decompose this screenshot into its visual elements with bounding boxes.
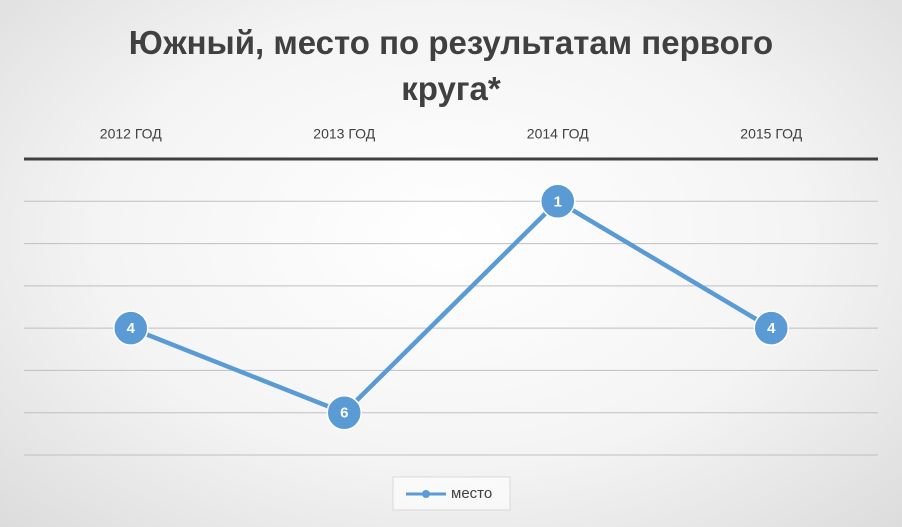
data-label: 1 — [554, 193, 562, 210]
legend-marker — [422, 490, 430, 498]
data-label: 4 — [127, 320, 136, 337]
marker — [540, 183, 576, 220]
line — [129, 198, 773, 416]
legend-label: место — [451, 485, 492, 502]
x-tick-label: 2014 ГОД — [527, 126, 589, 142]
x-tick-label: 2013 ГОД — [313, 126, 375, 142]
x-tick-label: 2015 ГОД — [740, 126, 802, 142]
chart-title: Южный, место по результатам первого круг… — [128, 24, 774, 107]
marker — [753, 310, 789, 346]
marker — [326, 394, 362, 431]
x-tick-label: 2012 ГОД — [100, 126, 162, 142]
data-label: 6 — [340, 405, 348, 422]
marker — [113, 310, 149, 346]
data-label: 4 — [767, 320, 776, 337]
